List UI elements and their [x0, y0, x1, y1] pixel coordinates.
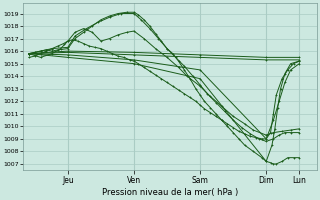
X-axis label: Pression niveau de la mer( hPa ): Pression niveau de la mer( hPa ) [102, 188, 238, 197]
